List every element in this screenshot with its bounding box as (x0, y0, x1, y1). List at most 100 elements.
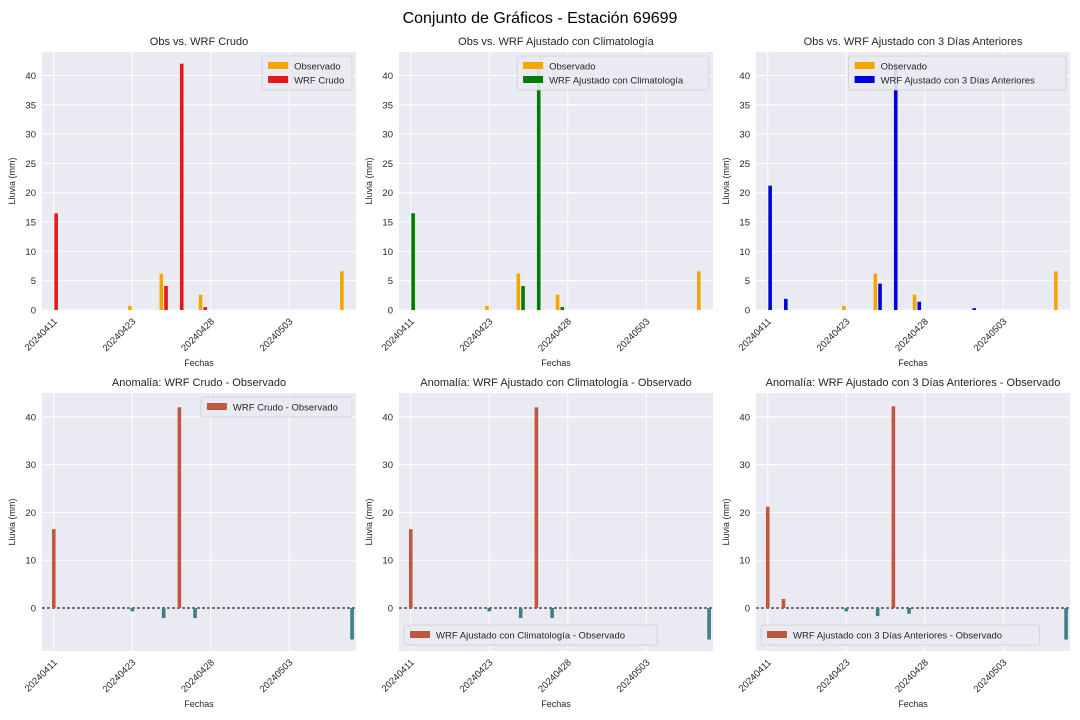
bar-anomaly-x14 (518, 608, 523, 619)
bar-anomaly-x0 (408, 529, 413, 608)
bar-anomaly-x16 (534, 407, 539, 608)
bar-anomaly-x10 (844, 608, 849, 612)
y-tick-label: 30 (25, 460, 36, 471)
x-axis-label: Fechas (184, 699, 214, 709)
x-tick-label: 20240423 (458, 316, 496, 354)
chart-title: Anomalía: WRF Crudo - Observado (112, 377, 286, 389)
chart-panel-4: 0 10 20 30 40 20240411 20240423 20240428 2024050… (7, 377, 356, 709)
y-axis-label: Lluvia (mm) (364, 157, 374, 204)
x-tick-label: 20240423 (815, 316, 853, 354)
chart-title: Anomalía: WRF Ajustado con 3 Días Anteri… (766, 377, 1061, 389)
x-tick-label: 20240411 (737, 657, 774, 694)
y-tick-label: 25 (382, 159, 393, 170)
bar-anomaly-x16 (891, 406, 896, 608)
x-tick-label: 20240503 (258, 316, 296, 354)
plot-area (756, 393, 1070, 651)
bar-anomaly-x38 (1064, 608, 1068, 640)
x-tick-label: 20240428 (536, 657, 574, 695)
x-tick-label: 20240503 (972, 657, 1010, 695)
plot-area (399, 52, 713, 310)
bar-anomaly-x10 (130, 608, 135, 612)
legend-entry-label: WRF Ajustado con 3 Días Anteriores (881, 76, 1035, 87)
y-tick-label: 40 (739, 71, 750, 82)
x-tick-label: 20240423 (458, 657, 496, 695)
y-tick-label: 35 (739, 100, 750, 111)
x-tick-label: 20240503 (615, 316, 653, 354)
plot-area (42, 52, 356, 310)
legend-box (403, 624, 658, 646)
y-tick-label: 0 (31, 604, 36, 615)
y-tick-label: 10 (739, 247, 750, 258)
chart-title: Obs vs. WRF Ajustado con 3 Días Anterior… (804, 36, 1023, 48)
bar-series1-x19 (198, 294, 203, 310)
y-tick-label: 5 (745, 276, 750, 287)
y-tick-label: 5 (388, 276, 393, 287)
legend: WRF Ajustado con Climatología - Observad… (403, 624, 658, 646)
y-tick-label: 20 (382, 188, 393, 199)
bar-series1-x10 (128, 305, 132, 310)
bar-series2-x26 (972, 308, 977, 310)
chart-panel-6: 0 10 20 30 40 20240411 20240423 20240428 2024050… (721, 377, 1070, 709)
legend-swatch (206, 403, 227, 410)
y-tick-label: 40 (382, 71, 393, 82)
x-axis-label: Fechas (541, 699, 571, 709)
x-tick-label: 20240503 (972, 316, 1010, 354)
y-tick-label: 10 (382, 247, 393, 258)
bar-anomaly-x18 (193, 608, 197, 619)
bar-anomaly-x16 (177, 407, 182, 608)
y-tick-label: 5 (31, 276, 36, 287)
chart-title: Obs vs. WRF Ajustado con Climatología (458, 36, 655, 48)
y-axis-label: Lluvia (mm) (7, 498, 17, 545)
figure-title: Conjunto de Gráficos - Estación 69699 (402, 10, 678, 27)
legend-swatch (268, 76, 289, 83)
plot-area (399, 393, 713, 651)
y-axis-label: Lluvia (mm) (721, 157, 731, 204)
bar-anomaly-x38 (350, 608, 354, 640)
x-axis-label: Fechas (184, 358, 214, 368)
bar-series2-x19 (203, 307, 208, 310)
legend-swatch (854, 62, 875, 69)
legend: WRF Crudo - Observado (200, 396, 353, 418)
bar-series2-x16 (536, 63, 541, 311)
x-tick-label: 20240503 (615, 657, 653, 695)
legend-swatch (854, 76, 875, 83)
y-tick-label: 40 (25, 412, 36, 423)
legend-entry-label: WRF Crudo (294, 76, 344, 87)
legend-entry-label: WRF Crudo - Observado (233, 403, 338, 414)
y-tick-label: 40 (382, 412, 393, 423)
bar-series2-x16 (893, 62, 898, 310)
y-axis-label: Lluvia (mm) (7, 157, 17, 204)
legend: WRF Ajustado con 3 Días Anteriores - Obs… (760, 624, 1041, 646)
y-tick-label: 0 (31, 306, 36, 317)
bar-series1-x37 (340, 271, 344, 310)
x-tick-label: 20240411 (23, 657, 60, 694)
y-tick-label: 35 (25, 100, 36, 111)
y-tick-label: 0 (745, 604, 750, 615)
bar-series2-x19 (560, 307, 565, 310)
y-tick-label: 35 (382, 100, 393, 111)
bar-series2-x0 (411, 213, 415, 310)
bar-series2-x0 (54, 213, 58, 310)
x-tick-label: 20240423 (101, 316, 139, 354)
y-tick-label: 25 (25, 159, 36, 170)
y-tick-label: 10 (25, 247, 36, 258)
bar-series2-x16 (179, 63, 184, 311)
y-axis-label: Lluvia (mm) (364, 498, 374, 545)
legend-box (848, 55, 1067, 91)
y-tick-label: 30 (739, 460, 750, 471)
chart-title: Obs vs. WRF Crudo (150, 36, 248, 48)
legend-entry-label: WRF Ajustado con Climatología - Observad… (436, 631, 625, 642)
x-tick-label: 20240428 (536, 316, 574, 354)
x-tick-label: 20240411 (737, 316, 774, 353)
bar-anomaly-x14 (161, 608, 166, 619)
bar-series2-x14 (164, 285, 168, 310)
bar-series2-x14 (878, 283, 882, 310)
y-axis-label: Lluvia (mm) (721, 498, 731, 545)
chart-panel-5: 0 10 20 30 40 20240411 20240423 20240428 2024050… (364, 377, 713, 709)
bar-series1-x10 (485, 305, 489, 310)
bar-series1-x14 (159, 273, 164, 310)
y-tick-label: 0 (388, 604, 393, 615)
legend: Observado WRF Ajustado con 3 Días Anterio… (848, 55, 1067, 91)
y-tick-label: 15 (739, 218, 750, 229)
bar-series1-x37 (1054, 271, 1058, 310)
